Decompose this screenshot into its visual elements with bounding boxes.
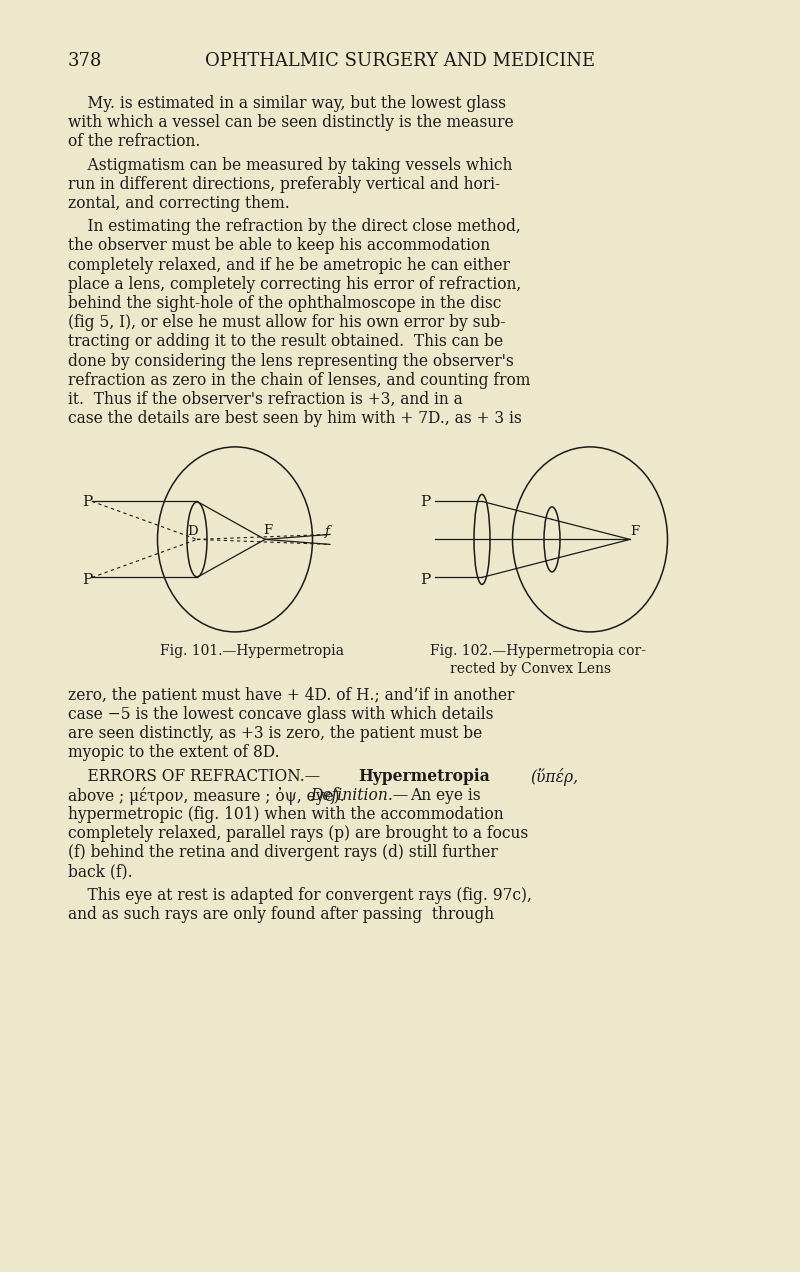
Text: Hypermetropia: Hypermetropia [358, 767, 490, 785]
Text: case −5 is the lowest concave glass with which details: case −5 is the lowest concave glass with… [68, 706, 494, 722]
Text: (fig 5, I), or else he must allow for his own error by sub-: (fig 5, I), or else he must allow for hi… [68, 314, 506, 331]
Text: An eye is: An eye is [410, 787, 481, 804]
Text: (f) behind the retina and divergent rays (d) still further: (f) behind the retina and divergent rays… [68, 845, 498, 861]
Text: zontal, and correcting them.: zontal, and correcting them. [68, 195, 290, 212]
Text: with which a vessel can be seen distinctly is the measure: with which a vessel can be seen distinct… [68, 114, 514, 131]
Text: P: P [82, 495, 92, 509]
Text: completely relaxed, parallel rays (p) are brought to a focus: completely relaxed, parallel rays (p) ar… [68, 826, 528, 842]
Text: In estimating the refraction by the direct close method,: In estimating the refraction by the dire… [68, 219, 521, 235]
Text: place a lens, completely correcting his error of refraction,: place a lens, completely correcting his … [68, 276, 522, 293]
Text: case the details are best seen by him with + 7D., as + 3 is: case the details are best seen by him wi… [68, 410, 522, 427]
Text: hypermetropic (fig. 101) when with the accommodation: hypermetropic (fig. 101) when with the a… [68, 806, 504, 823]
Text: OPHTHALMIC SURGERY AND MEDICINE: OPHTHALMIC SURGERY AND MEDICINE [205, 52, 595, 70]
Text: F: F [263, 524, 272, 537]
Text: F: F [630, 525, 639, 538]
Text: above ; μέτρον, measure ; ὀψ, eye).: above ; μέτρον, measure ; ὀψ, eye). [68, 787, 354, 805]
Text: of the refraction.: of the refraction. [68, 134, 200, 150]
Text: This eye at rest is adapted for convergent rays (fig. 97c),: This eye at rest is adapted for converge… [68, 887, 532, 904]
Text: tracting or adding it to the result obtained.  This can be: tracting or adding it to the result obta… [68, 333, 503, 350]
Text: completely relaxed, and if he be ametropic he can either: completely relaxed, and if he be ametrop… [68, 257, 510, 273]
Text: myopic to the extent of 8D.: myopic to the extent of 8D. [68, 744, 280, 762]
Text: P: P [82, 574, 92, 588]
Text: behind the sight-hole of the ophthalmoscope in the disc: behind the sight-hole of the ophthalmosc… [68, 295, 502, 312]
Text: and as such rays are only found after passing  through: and as such rays are only found after pa… [68, 906, 494, 923]
Text: zero, the patient must have + 4D. of H.; and’if in another: zero, the patient must have + 4D. of H.;… [68, 687, 514, 703]
Text: My. is estimated in a similar way, but the lowest glass: My. is estimated in a similar way, but t… [68, 95, 506, 112]
Text: the observer must be able to keep his accommodation: the observer must be able to keep his ac… [68, 238, 490, 254]
Text: run in different directions, preferably vertical and hori-: run in different directions, preferably … [68, 176, 500, 193]
Text: are seen distinctly, as +3 is zero, the patient must be: are seen distinctly, as +3 is zero, the … [68, 725, 482, 742]
Text: D: D [187, 525, 198, 538]
Text: it.  Thus if the observer's refraction is +3, and in a: it. Thus if the observer's refraction is… [68, 391, 462, 408]
Text: Fig. 101.—Hypermetropia: Fig. 101.—Hypermetropia [160, 645, 344, 659]
Text: refraction as zero in the chain of lenses, and counting from: refraction as zero in the chain of lense… [68, 371, 530, 389]
Text: done by considering the lens representing the observer's: done by considering the lens representin… [68, 352, 514, 370]
Text: f: f [325, 525, 330, 538]
Text: Astigmatism can be measured by taking vessels which: Astigmatism can be measured by taking ve… [68, 156, 512, 173]
Text: (ὕπέρ,: (ὕπέρ, [530, 767, 578, 786]
Text: ERRORS OF REFRACTION.—: ERRORS OF REFRACTION.— [68, 767, 320, 785]
Text: back (f).: back (f). [68, 864, 133, 880]
Text: Definition.—: Definition.— [310, 787, 408, 804]
Text: 378: 378 [68, 52, 102, 70]
Text: Fig. 102.—Hypermetropia cor-: Fig. 102.—Hypermetropia cor- [430, 645, 646, 659]
Text: P: P [420, 495, 430, 509]
Text: rected by Convex Lens: rected by Convex Lens [450, 661, 611, 675]
Text: P: P [420, 574, 430, 588]
